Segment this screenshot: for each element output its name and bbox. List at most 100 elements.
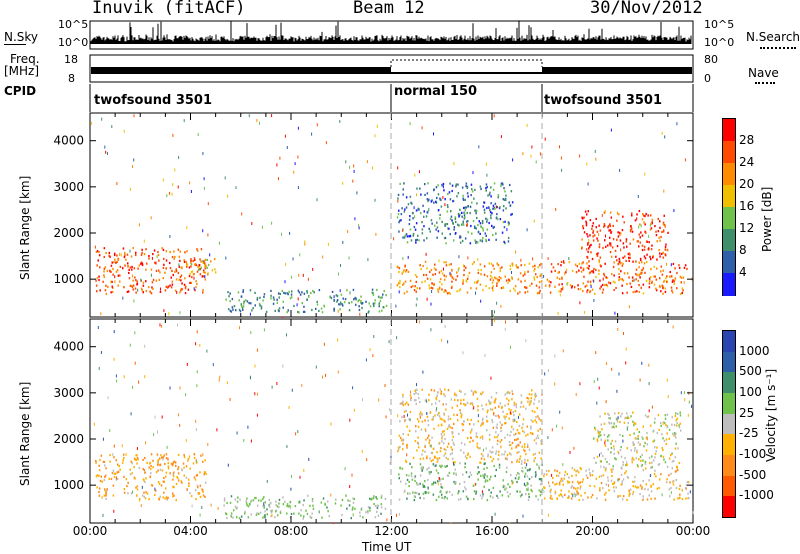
echo-point	[461, 423, 464, 426]
echo-point	[617, 231, 619, 234]
echo-point	[398, 230, 400, 233]
echo-point	[428, 466, 430, 470]
echo-point	[243, 300, 245, 303]
echo-point	[444, 224, 446, 227]
echo-point	[231, 298, 234, 301]
echo-point	[490, 401, 492, 404]
echo-point	[436, 413, 439, 416]
echo-point	[494, 474, 496, 478]
echo-point	[650, 497, 652, 500]
echo-point	[224, 176, 226, 180]
echo-point	[424, 450, 426, 453]
echo-point	[499, 440, 501, 444]
echo-point	[450, 263, 452, 266]
echo-point	[524, 472, 527, 475]
echo-point	[582, 261, 584, 264]
echo-point	[616, 238, 618, 241]
echo-point	[547, 513, 549, 517]
echo-point	[657, 217, 659, 220]
echo-point	[568, 261, 571, 264]
echo-point	[193, 476, 196, 479]
echo-point	[393, 237, 395, 241]
echo-point	[435, 398, 438, 401]
echo-point	[172, 273, 174, 277]
echo-point	[289, 500, 292, 503]
echo-point	[451, 285, 453, 288]
echo-point	[397, 448, 400, 451]
echo-point	[361, 450, 363, 453]
echo-point	[547, 436, 549, 439]
echo-point	[367, 511, 369, 514]
colorbar-tick-label: 100	[739, 385, 762, 399]
echo-point	[648, 479, 650, 482]
echo-point	[664, 248, 666, 251]
echo-point	[642, 459, 644, 462]
echo-point	[426, 455, 428, 458]
echo-point	[163, 480, 165, 483]
echo-point	[668, 428, 671, 431]
echo-point	[507, 403, 509, 406]
echo-point	[436, 221, 438, 224]
echo-point	[431, 222, 433, 225]
echo-point	[421, 126, 423, 130]
echo-point	[409, 215, 411, 218]
echo-point	[632, 443, 635, 446]
echo-point	[458, 267, 460, 270]
echo-point	[625, 259, 627, 262]
echo-point	[518, 432, 521, 435]
echo-point	[194, 478, 197, 481]
echo-point	[562, 286, 564, 289]
echo-point	[429, 270, 431, 274]
echo-point	[440, 198, 442, 202]
echo-point	[442, 477, 444, 480]
echo-point	[399, 279, 401, 283]
echo-point	[256, 392, 258, 396]
echo-point	[131, 472, 133, 475]
echo-point	[378, 302, 381, 305]
echo-point	[441, 440, 443, 443]
echo-point	[399, 466, 401, 469]
echo-point	[488, 399, 490, 402]
echo-point	[110, 291, 112, 294]
echo-point	[407, 203, 410, 206]
echo-point	[411, 202, 413, 205]
echo-point	[424, 419, 426, 422]
echo-point	[131, 284, 133, 288]
echo-point	[446, 490, 448, 493]
echo-point	[612, 265, 615, 269]
echo-point	[601, 428, 603, 431]
echo-point	[534, 264, 536, 267]
echo-point	[254, 291, 256, 294]
echo-point	[576, 490, 578, 493]
echo-point	[255, 496, 257, 500]
echo-point	[180, 274, 183, 277]
echo-point	[455, 184, 457, 187]
echo-point	[664, 414, 667, 417]
echo-point	[311, 308, 313, 312]
echo-point	[607, 244, 609, 247]
echo-point	[477, 230, 480, 233]
echo-point	[142, 284, 145, 287]
echo-point	[312, 267, 314, 271]
echo-point	[540, 273, 542, 276]
echo-point	[449, 453, 452, 456]
echo-point	[653, 472, 656, 476]
echo-point	[405, 196, 408, 199]
echo-point	[666, 465, 669, 468]
echo-point	[115, 459, 117, 462]
echo-point	[154, 415, 156, 419]
echo-point	[641, 485, 643, 489]
echo-point	[244, 510, 246, 513]
echo-point	[281, 232, 282, 236]
echo-point	[501, 231, 504, 234]
echo-point	[575, 271, 578, 274]
echo-point	[525, 453, 527, 456]
echo-point	[503, 240, 505, 243]
echo-point	[442, 182, 445, 186]
echo-point	[198, 264, 201, 267]
echo-point	[618, 260, 620, 263]
echo-point	[619, 449, 622, 452]
echo-point	[445, 275, 447, 278]
echo-point	[500, 286, 503, 290]
echo-point	[432, 273, 434, 276]
